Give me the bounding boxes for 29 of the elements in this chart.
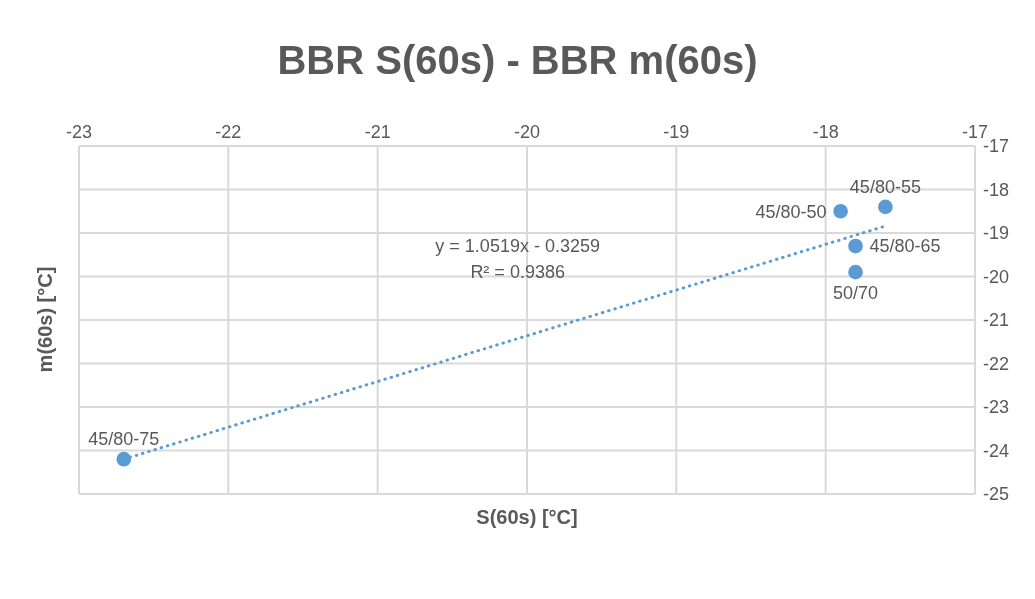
point [833, 203, 848, 219]
y-tick-label: -24 [983, 440, 1010, 461]
y-tick-label: -21 [983, 310, 1010, 331]
annotation: 45/80-65 [869, 236, 941, 257]
chart-title: BBR S(60s) - BBR m(60s) [276, 38, 759, 83]
x-tick-label: -23 [65, 122, 93, 142]
annotation: 45/80-75 [88, 429, 160, 450]
point [116, 451, 132, 467]
y-tick-label: -19 [983, 223, 1010, 244]
annotation: 45/80-50 [755, 201, 827, 222]
y-tick-label: -20 [983, 266, 1010, 287]
point [848, 264, 863, 280]
y-axis-title: m(60s) [°C] [33, 265, 57, 375]
y-tick-label: -23 [983, 397, 1010, 418]
x-tick-label: -18 [812, 122, 839, 142]
x-tick-label: -20 [513, 122, 541, 142]
x-tick-label: -19 [663, 122, 690, 142]
annotation: 50/70 [833, 282, 879, 303]
annotation: R² = 0.9386 [469, 262, 566, 283]
annotation: 45/80-55 [849, 176, 921, 197]
point [878, 199, 893, 215]
y-tick-label: -25 [983, 484, 1010, 505]
y-tick-label: -18 [983, 179, 1010, 200]
y-tick-label: -22 [983, 353, 1010, 374]
point [848, 238, 863, 254]
x-tick-label: -21 [364, 122, 391, 142]
x-tick-label: -22 [215, 122, 242, 142]
x-axis-title: S(60s) [°C] [475, 506, 579, 529]
annotation: y = 1.0519x - 0.3259 [434, 236, 601, 257]
